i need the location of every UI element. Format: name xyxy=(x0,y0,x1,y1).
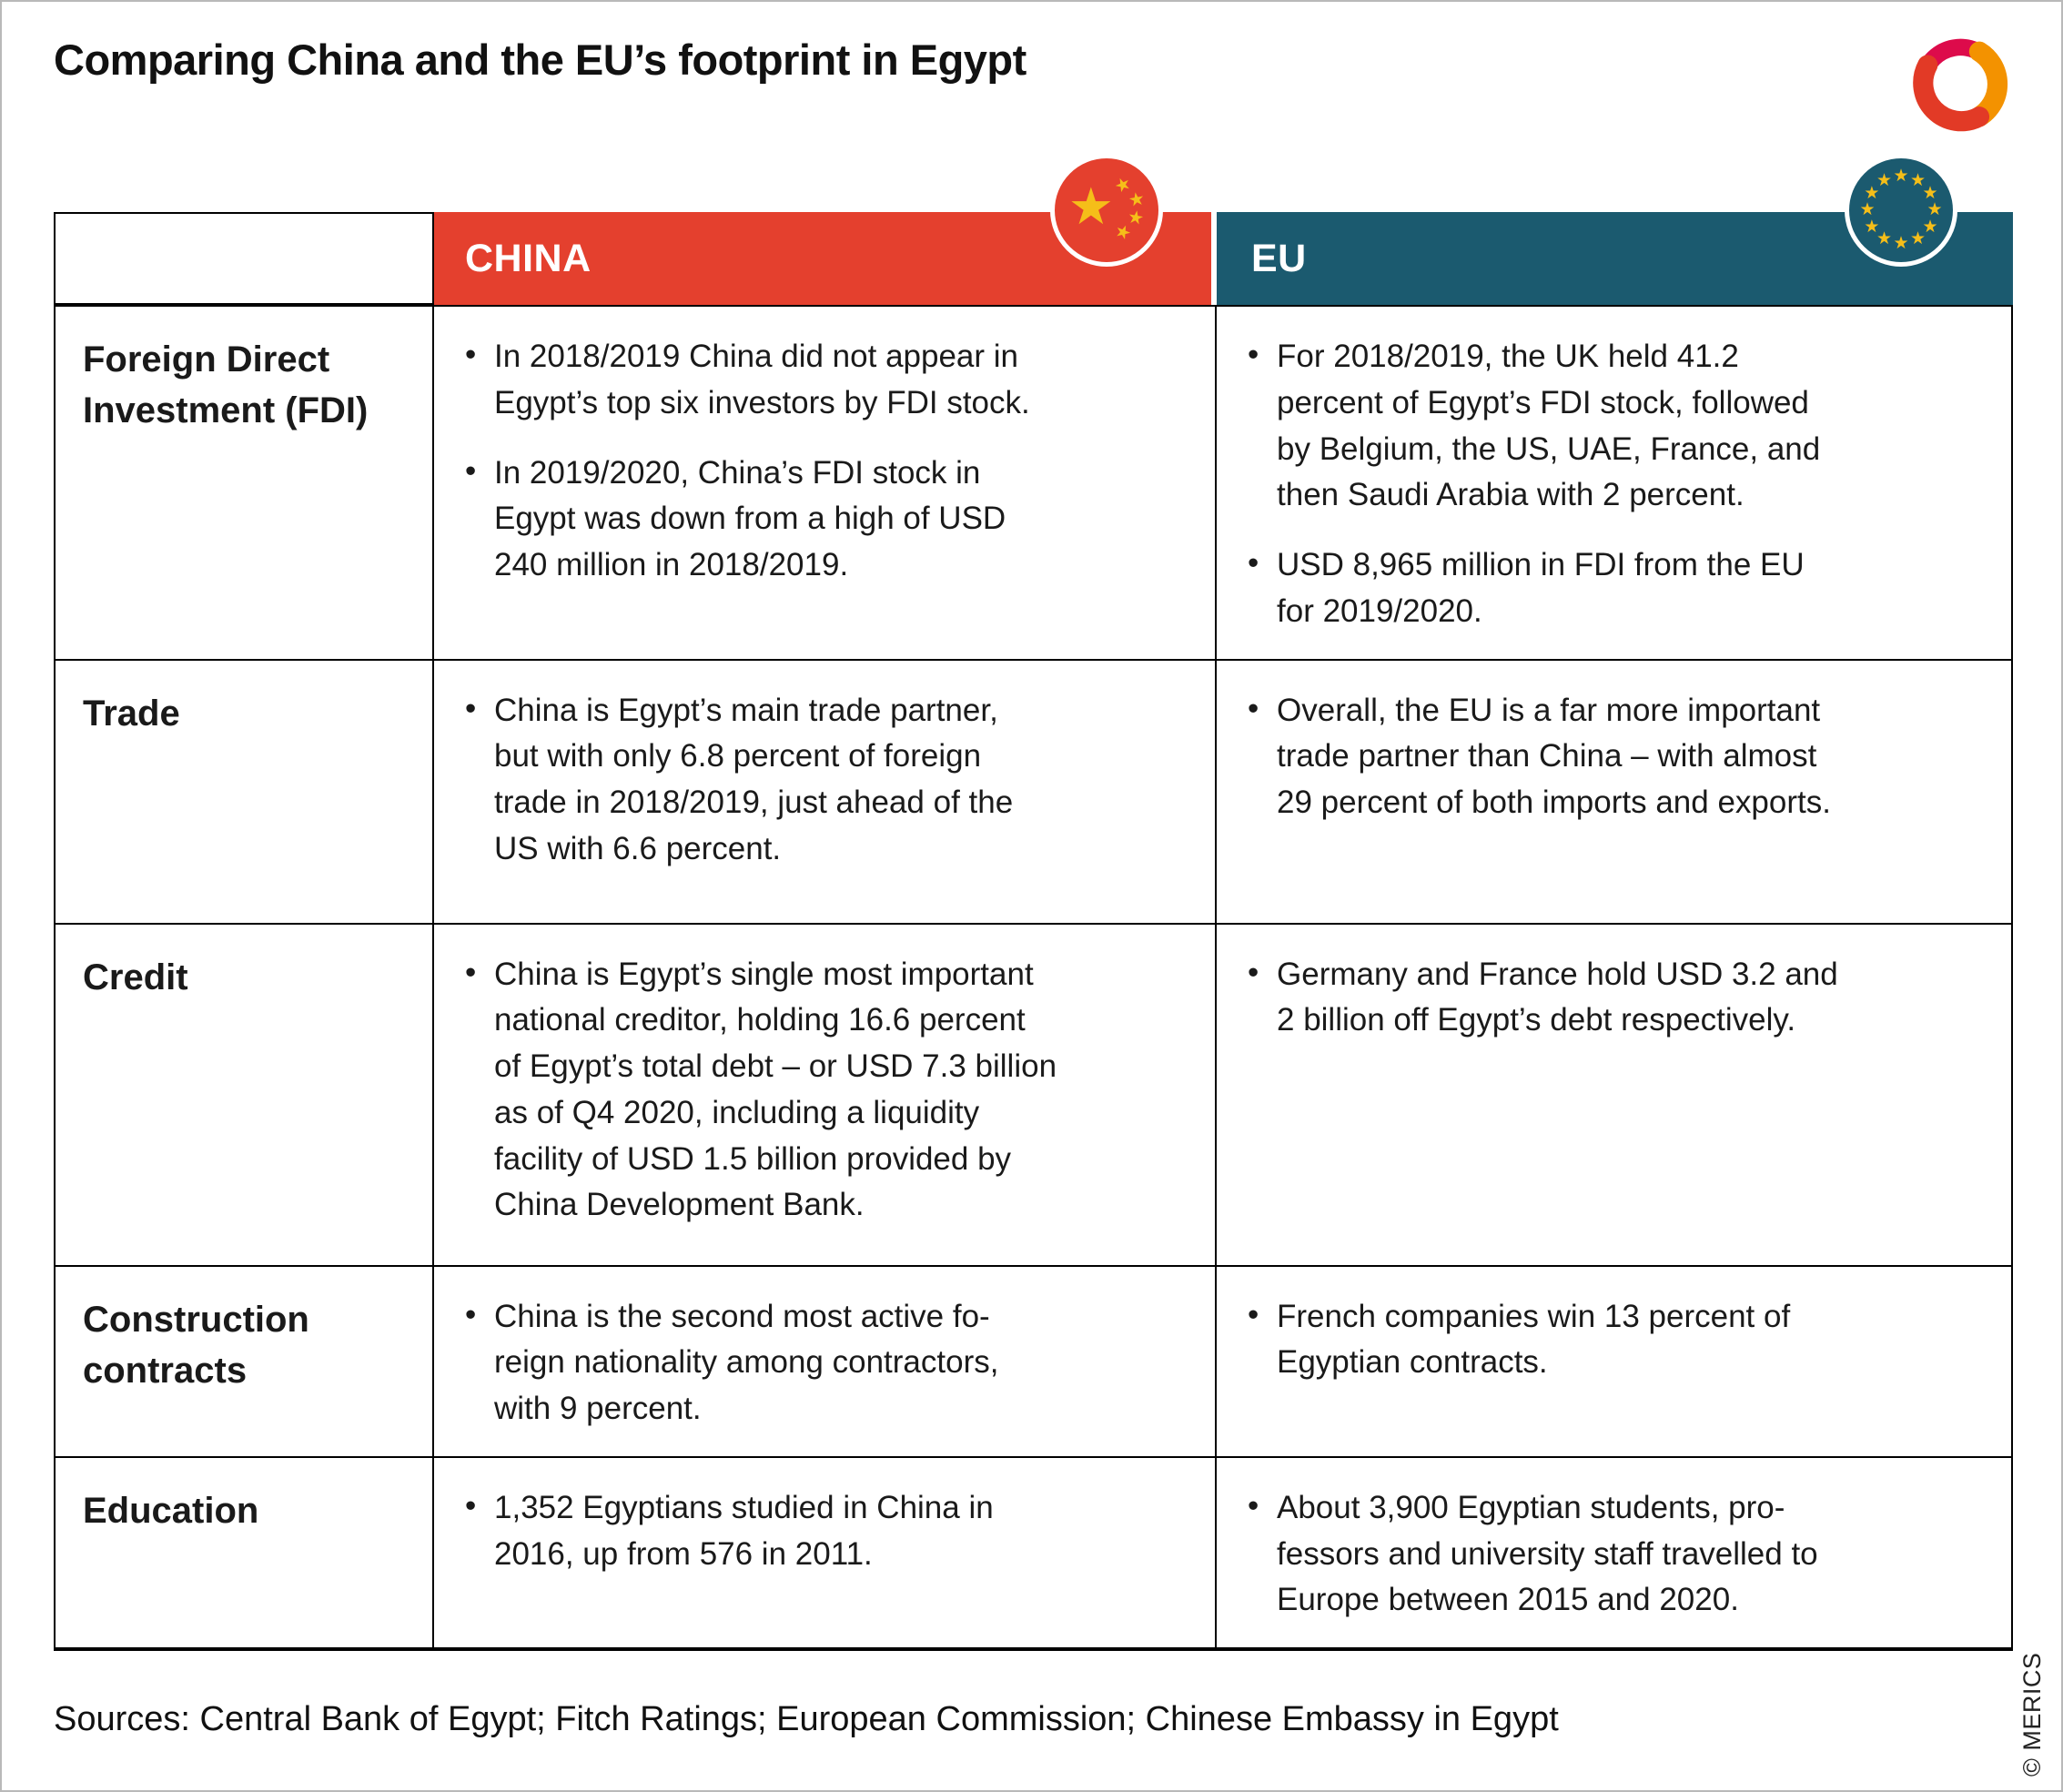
education-china-cell: 1,352 Egyptians studied in China in 2016… xyxy=(434,1455,1217,1647)
trade-china-cell: China is Egypt’s main trade partner, but… xyxy=(434,658,1217,923)
row-label-credit: Credit xyxy=(54,922,434,1265)
bullet-item: 1,352 Egyptians studied in China in 2016… xyxy=(463,1483,1188,1578)
china-column-label: CHINA xyxy=(465,236,592,280)
star-icon xyxy=(1910,230,1926,248)
bullet-item: Germany and France hold USD 3.2 and 2 bi… xyxy=(1246,950,1984,1045)
star-icon xyxy=(1893,167,1908,185)
row-label-fdi: Foreign Direct Investment (FDI) xyxy=(54,305,434,659)
bullet-item: In 2018/2019 China did not appear in Egy… xyxy=(463,332,1188,427)
bullet-item: French companies win 13 percent of Egypt… xyxy=(1246,1292,1984,1387)
header-blank-cell xyxy=(54,212,434,305)
row-label-education: Education xyxy=(54,1455,434,1647)
star-icon xyxy=(1893,235,1908,252)
star-icon xyxy=(1859,201,1875,218)
bullet-item: China is Egypt’s main trade partner, but… xyxy=(463,686,1188,873)
star-icon xyxy=(1876,172,1892,189)
sources-note: Sources: Central Bank of Egypt; Fitch Ra… xyxy=(54,1700,1559,1738)
trade-eu-cell: Overall, the EU is a far more important … xyxy=(1217,658,2013,923)
bullet-item: USD 8,965 million in FDI from the EU for… xyxy=(1246,541,1984,635)
merics-logo-icon xyxy=(1913,38,2008,132)
construction-eu-cell: French companies win 13 percent of Egypt… xyxy=(1217,1264,2013,1456)
page-title: Comparing China and the EU’s footprint i… xyxy=(54,35,1026,84)
bullet-item: In 2019/2020, China’s FDI stock in Egypt… xyxy=(463,448,1188,589)
bullet-item: About 3,900 Egyptian students, pro- fess… xyxy=(1246,1483,1984,1624)
bullet-item: For 2018/2019, the UK held 41.2 percent … xyxy=(1246,332,1984,519)
bullet-item: Overall, the EU is a far more important … xyxy=(1246,685,1984,826)
star-icon xyxy=(1068,180,1114,231)
copyright-note: © MERICS xyxy=(2018,1652,2046,1777)
education-eu-cell: About 3,900 Egyptian students, pro- fess… xyxy=(1217,1455,2013,1647)
bullet-item: China is the second most active fo- reig… xyxy=(463,1291,1188,1433)
star-icon xyxy=(1923,185,1938,202)
fdi-china-cell: In 2018/2019 China did not appear in Egy… xyxy=(434,305,1217,659)
eu-column-label: EU xyxy=(1251,236,1307,280)
comparison-table: CHINA EU Foreign Direct Investment (FDI)… xyxy=(54,212,2013,1651)
row-label-construction: Construction contracts xyxy=(54,1264,434,1456)
eu-flag-icon xyxy=(1845,154,1957,267)
star-icon xyxy=(1112,221,1134,244)
fdi-eu-cell: For 2018/2019, the UK held 41.2 percent … xyxy=(1217,305,2013,659)
construction-china-cell: China is the second most active fo- reig… xyxy=(434,1264,1217,1456)
china-flag-icon xyxy=(1050,154,1163,267)
credit-eu-cell: Germany and France hold USD 3.2 and 2 bi… xyxy=(1217,922,2013,1265)
credit-china-cell: China is Egypt’s single most important n… xyxy=(434,922,1217,1265)
row-label-trade: Trade xyxy=(54,658,434,923)
star-icon xyxy=(1864,218,1879,236)
star-icon xyxy=(1926,201,1942,218)
bullet-item: China is Egypt’s single most important n… xyxy=(463,950,1188,1230)
